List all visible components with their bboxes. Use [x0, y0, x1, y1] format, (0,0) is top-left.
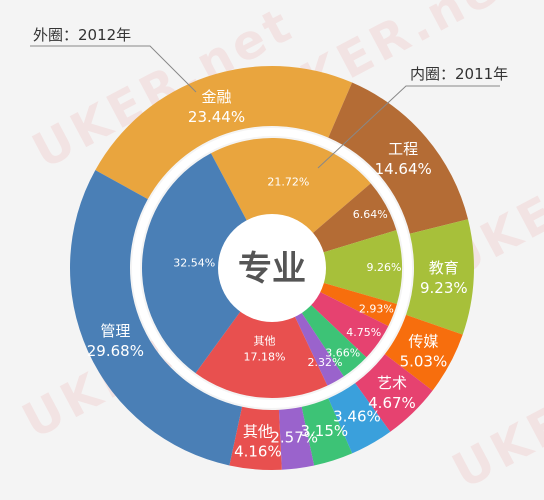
ring-separator — [132, 128, 412, 408]
outer-slice — [355, 354, 433, 432]
outer-slice — [70, 170, 243, 466]
inner-slice-value: 9.26% — [367, 261, 402, 274]
outer-slice — [328, 383, 391, 454]
slice-labels: 金融 23.44% 工程 14.64% 教育 9.23% 传媒 5.03% 艺术 4.67%3.4… — [87, 88, 468, 460]
chart-stage: UKER.net UKER.net UKER.net UKER.net UKER… — [14, 0, 544, 500]
outer-slice-value: 5.03% — [400, 353, 448, 371]
inner-slice — [195, 268, 328, 398]
inner-slice-value: 32.54% — [173, 257, 215, 270]
outer-slice-value: 4.67% — [368, 394, 416, 412]
outer-slice — [95, 65, 353, 200]
outer-slice-name: 金融 — [202, 88, 232, 106]
outer-slice — [301, 398, 353, 466]
outer-slice-name: 教育 — [429, 259, 459, 277]
outer-annotation-leader — [30, 45, 197, 93]
inner-slice — [272, 230, 402, 305]
outer-slice — [384, 314, 463, 391]
outer-slice-value: 2.57% — [270, 429, 318, 447]
center-circle — [218, 214, 326, 322]
inner-slice-value: 2.93% — [359, 303, 394, 316]
donut-chart: 专业 金融 23.44% 工程 14.64% 教育 9.23% 传媒 5.03% 艺术 4.67%… — [30, 45, 500, 470]
inner-annotation-leader — [317, 85, 500, 169]
outer-slice-value: 9.23% — [420, 279, 468, 297]
outer-slice — [328, 82, 469, 234]
inner-slice-value: 17.18% — [243, 351, 285, 364]
outer-slice-name: 传媒 — [408, 333, 438, 351]
inner-slice — [141, 153, 272, 374]
outer-slice-name: 管理 — [100, 322, 130, 340]
outer-slice — [406, 219, 474, 335]
outer-slice-value: 23.44% — [188, 108, 245, 126]
center-label: 专业 — [238, 249, 306, 289]
inner-slice-value: 3.66% — [325, 346, 360, 359]
outer-ring-annotation: 外圈：2012年 — [33, 26, 132, 44]
outer-slice — [278, 406, 315, 470]
ring-separator-circle — [132, 128, 412, 408]
outer-slice — [229, 406, 282, 470]
inner-ring — [141, 138, 402, 398]
outer-slice-value: 4.16% — [234, 442, 282, 460]
outer-slice-name: 其他 — [243, 422, 273, 440]
outer-slice-name: 艺术 — [377, 374, 407, 392]
outer-slice-value: 29.68% — [87, 342, 144, 360]
outer-slice-value: 14.64% — [375, 160, 432, 178]
inner-slice — [210, 138, 371, 268]
outer-ring — [70, 65, 474, 470]
inner-slice-value: 6.64% — [353, 208, 388, 221]
inner-ring-annotation: 内圈：2011年 — [410, 65, 509, 83]
inner-slice-value: 2.32% — [307, 356, 342, 369]
outer-slice-value: 3.46% — [333, 408, 381, 426]
inner-slice-value: 21.72% — [267, 176, 309, 189]
inner-slice-value: 4.75% — [346, 326, 381, 339]
inner-slice-name: 其他 — [253, 335, 275, 348]
leader-lines — [30, 45, 500, 169]
center-badge: 专业 — [218, 214, 326, 322]
outer-slice-name: 工程 — [388, 140, 418, 158]
outer-slice-value: 3.15% — [300, 422, 348, 440]
